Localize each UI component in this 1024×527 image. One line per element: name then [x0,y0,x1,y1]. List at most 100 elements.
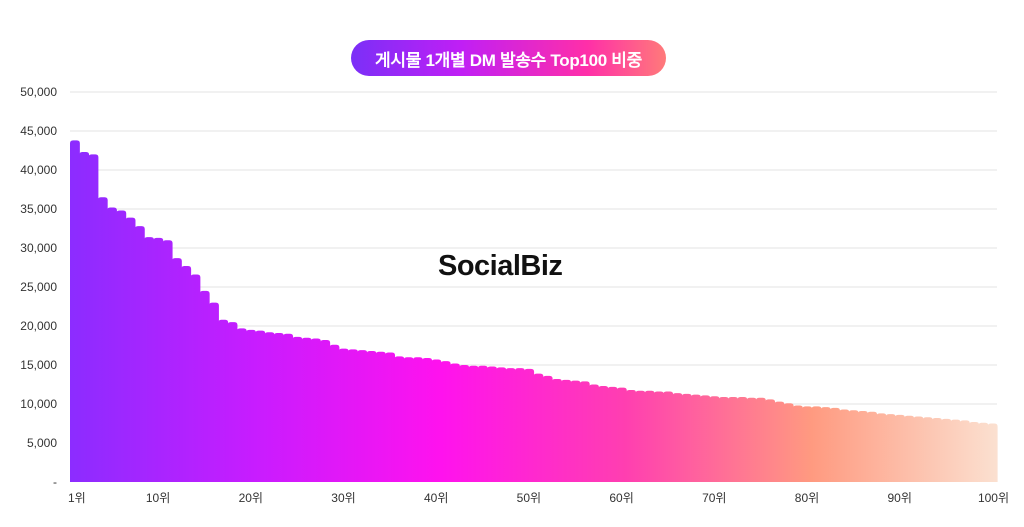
x-tick-label: 100위 [978,491,1009,505]
bar-rank-67 [681,393,692,482]
bar-rank-5 [107,207,117,482]
y-tick-label: 50,000 [20,85,57,99]
bar-rank-20 [246,329,256,482]
bar-rank-37 [403,357,414,482]
bar-rank-95 [941,418,952,482]
bar-rank-31 [348,349,358,482]
bar-rank-22 [264,332,275,482]
bar-rank-86 [857,411,868,482]
y-tick-label: 30,000 [20,241,57,255]
bar-rank-83 [830,407,841,482]
bar-rank-2 [79,152,90,482]
bar-rank-6 [116,210,127,482]
y-tick-label: 5,000 [27,436,57,450]
bars-group [70,140,998,483]
bar-rank-7 [125,217,136,482]
bar-rank-91 [904,415,915,482]
bar-rank-14 [190,274,201,482]
bar-rank-40 [431,359,442,482]
bar-rank-81 [811,406,822,482]
bar-rank-26 [301,337,312,482]
y-tick-label: 20,000 [20,319,57,333]
bar-rank-41 [440,361,451,482]
bar-rank-24 [283,333,294,482]
x-tick-label: 80위 [795,491,819,505]
x-tick-label: 60위 [609,491,633,505]
bar-rank-73 [737,396,748,482]
y-axis-ticks: - 5,000 10,000 15,000 20,000 25,000 30,000 35,0… [20,85,57,489]
bar-rank-45 [477,365,488,482]
bar-rank-92 [913,416,924,482]
chart-title: 게시물 1개별 DM 발송수 Top100 비중 [351,40,666,76]
bar-rank-19 [236,328,247,482]
y-tick-label: 25,000 [20,280,57,294]
bar-rank-89 [885,414,896,482]
bar-rank-64 [654,391,664,482]
bar-rank-32 [357,350,368,482]
bar-rank-59 [607,386,618,482]
x-tick-label: 30위 [331,491,355,505]
bar-rank-98 [969,421,980,482]
x-tick-label: 10위 [146,491,170,505]
bar-rank-75 [755,397,766,482]
bar-rank-77 [774,401,785,482]
bar-rank-27 [311,338,321,482]
bar-rank-4 [97,197,108,483]
bar-rank-60 [616,387,627,482]
bar-rank-23 [273,333,284,482]
bar-rank-38 [412,357,423,482]
y-tick-label: 40,000 [20,163,57,177]
bar-rank-76 [765,399,776,482]
bar-rank-79 [793,405,803,482]
bar-rank-51 [533,373,544,482]
bar-rank-84 [839,409,850,482]
bar-rank-10 [153,237,164,482]
socialbiz-logo: SocialBiz [438,250,588,290]
bar-rank-13 [181,265,192,482]
bar-rank-16 [209,302,219,482]
bar-rank-42 [450,363,460,482]
bar-rank-39 [422,357,433,482]
bar-rank-3 [88,154,99,482]
bar-rank-65 [663,391,674,482]
bar-rank-25 [292,336,303,482]
bar-rank-55 [570,380,581,482]
x-tick-label: 90위 [887,491,911,505]
bar-rank-71 [718,396,729,482]
bar-rank-61 [626,389,637,482]
bar-rank-97 [959,420,970,482]
bar-rank-12 [171,258,182,482]
bar-rank-70 [709,396,720,482]
x-tick-label: 1위 [68,491,86,505]
y-tick-label: - [53,475,57,489]
bar-rank-43 [459,365,470,482]
logo-text: SocialBiz [438,250,563,282]
bar-rank-88 [876,413,887,482]
bar-rank-50 [524,368,535,482]
bar-rank-46 [487,366,498,482]
bar-rank-72 [728,396,739,482]
x-axis-ticks: 1위 10위 20위 30위 40위 50위 60위 70위 80위 90위 100위 [68,491,1009,505]
bar-rank-1 [70,140,80,483]
x-tick-label: 40위 [424,491,448,505]
bar-rank-29 [329,344,340,482]
bar-rank-49 [514,368,525,482]
bar-rank-35 [385,352,396,482]
bar-rank-11 [162,240,173,482]
bar-rank-82 [820,407,831,482]
bar-rank-8 [134,226,145,482]
bar-rank-53 [552,379,562,482]
y-tick-label: 15,000 [20,358,57,372]
bar-rank-99 [978,422,989,482]
bar-rank-90 [895,414,905,482]
bar-rank-100 [987,423,998,482]
bar-rank-48 [505,368,516,482]
bar-rank-63 [644,390,655,482]
bar-rank-17 [218,319,229,482]
bar-rank-68 [691,394,701,482]
bar-rank-62 [635,390,646,482]
bar-rank-47 [496,367,507,482]
bar-rank-52 [542,375,553,482]
bar-rank-36 [394,356,405,482]
